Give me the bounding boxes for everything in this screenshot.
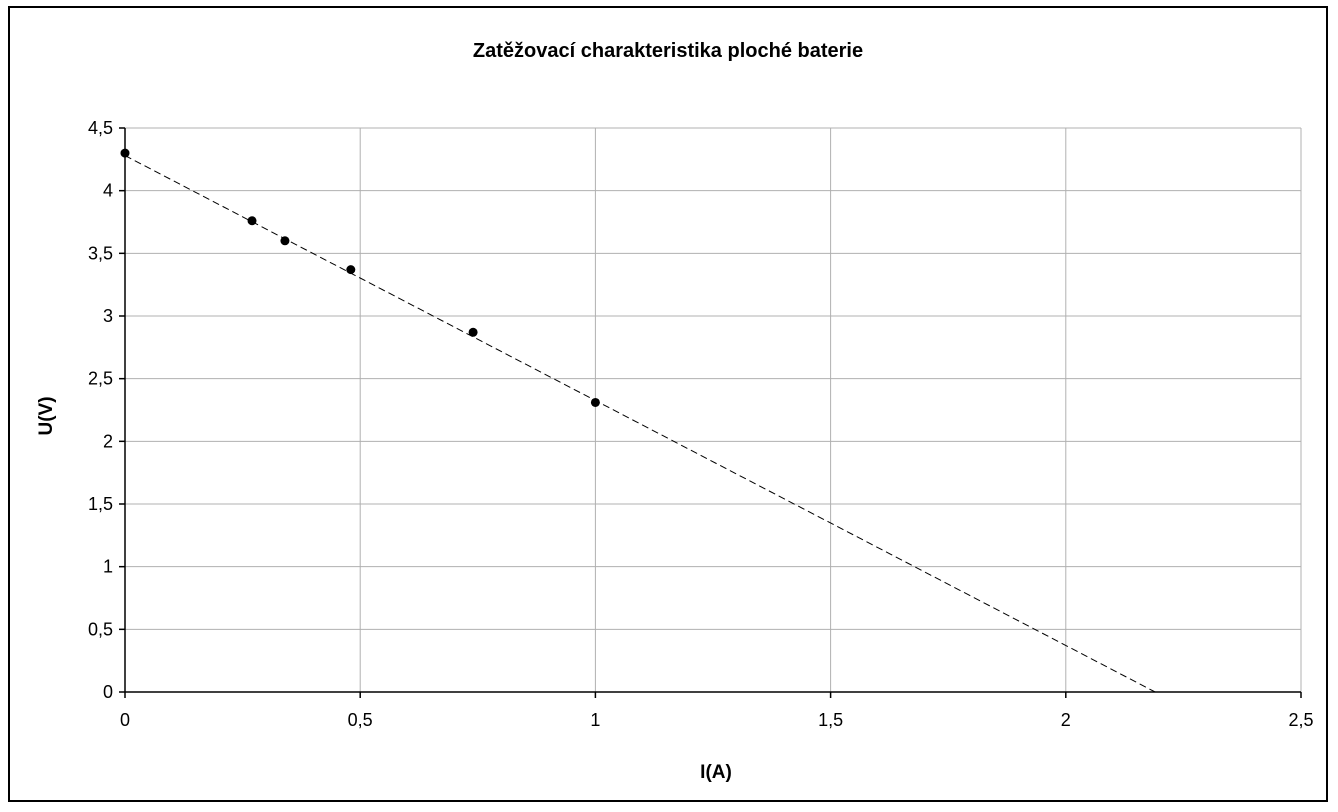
chart-frame: Zatěžovací charakteristika ploché bateri… bbox=[8, 6, 1328, 802]
chart-svg: Zatěžovací charakteristika ploché bateri… bbox=[36, 40, 1314, 783]
grid bbox=[125, 127, 1302, 692]
data-point bbox=[280, 236, 290, 246]
y-tick-label: 1,5 bbox=[88, 494, 113, 514]
chart-title: Zatěžovací charakteristika ploché bateri… bbox=[473, 40, 863, 62]
data-point bbox=[590, 397, 600, 407]
data-point bbox=[468, 327, 478, 337]
y-tick-label: 0 bbox=[103, 682, 113, 702]
y-tick-label: 4 bbox=[103, 181, 113, 201]
data-point bbox=[120, 148, 130, 158]
points-group bbox=[120, 148, 600, 407]
axes bbox=[124, 128, 1301, 693]
x-tick-label: 1 bbox=[590, 710, 600, 730]
x-ticks: 0 0,5 1 1,5 2 2,5 bbox=[120, 692, 1314, 730]
y-ticks: 0 0,5 1 1,5 2 2,5 3 3,5 4 4,5 bbox=[88, 118, 125, 702]
y-tick-label: 1 bbox=[103, 557, 113, 577]
trendline-group bbox=[124, 155, 1156, 693]
x-tick-label: 2 bbox=[1061, 710, 1071, 730]
y-axis-label: U(V) bbox=[36, 396, 57, 435]
x-tick-label: 0 bbox=[120, 710, 130, 730]
x-axis-label: I(A) bbox=[700, 762, 732, 783]
y-tick-label: 3 bbox=[103, 306, 113, 326]
x-tick-label: 0,5 bbox=[348, 710, 373, 730]
y-tick-label: 3,5 bbox=[88, 243, 113, 263]
trendline bbox=[124, 155, 1156, 693]
y-tick-label: 2 bbox=[103, 431, 113, 451]
y-tick-label: 0,5 bbox=[88, 619, 113, 639]
x-tick-label: 2,5 bbox=[1288, 710, 1313, 730]
data-point bbox=[247, 216, 257, 226]
data-point bbox=[346, 265, 356, 275]
y-tick-label: 4,5 bbox=[88, 118, 113, 138]
y-tick-label: 2,5 bbox=[88, 369, 113, 389]
x-tick-label: 1,5 bbox=[818, 710, 843, 730]
